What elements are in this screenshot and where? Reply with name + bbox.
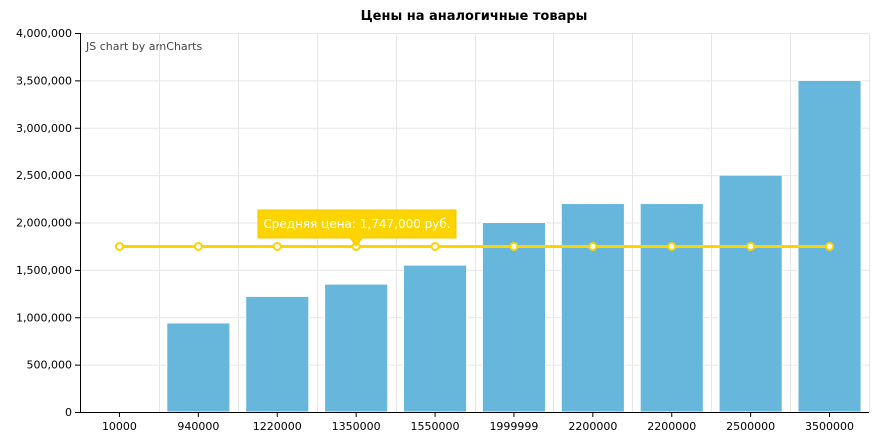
y-tick-label: 3,500,000 [16, 74, 72, 87]
bar[interactable] [560, 203, 625, 413]
x-tick-label: 2200000 [647, 420, 696, 433]
x-tick-label: 1220000 [253, 420, 302, 433]
line-point[interactable] [430, 241, 440, 251]
x-tick-label: 1999999 [489, 420, 538, 433]
line-point[interactable] [746, 241, 756, 251]
line-point[interactable] [588, 241, 598, 251]
y-tick-label: 4,000,000 [16, 27, 72, 40]
line-point[interactable] [193, 241, 203, 251]
x-tick-label: 3500000 [805, 420, 854, 433]
axes: 0 500,000 1,000,000 1,500,000 2,000,000 2,500… [16, 27, 869, 433]
bar[interactable] [639, 203, 704, 413]
tooltip: Средняя цена: 1,747,000 руб. [257, 209, 457, 247]
y-tick-label: 1,000,000 [16, 311, 72, 324]
x-tick-label: 940000 [177, 420, 219, 433]
average-line-series [114, 241, 835, 251]
x-tick-label: 1550000 [411, 420, 460, 433]
line-point[interactable] [667, 241, 677, 251]
bar-series [87, 79, 862, 413]
x-tick-label: 10000 [102, 420, 137, 433]
bar[interactable] [87, 410, 152, 413]
x-tick-label: 2200000 [568, 420, 617, 433]
tooltip-text: Средняя цена: 1,747,000 руб. [263, 217, 450, 231]
x-tick-label: 2500000 [726, 420, 775, 433]
y-tick-label: 2,000,000 [16, 217, 72, 230]
chart-title: Цены на аналогичные товары [361, 9, 588, 24]
bar[interactable] [402, 264, 468, 413]
bar[interactable] [245, 295, 310, 413]
bar[interactable] [481, 222, 547, 413]
line-point[interactable] [825, 241, 835, 251]
x-tick-label: 1350000 [332, 420, 381, 433]
y-tick-label: 2,500,000 [16, 169, 72, 182]
y-tick-label: 500,000 [27, 359, 73, 372]
line-point[interactable] [272, 241, 282, 251]
y-tick-label: 0 [65, 406, 72, 419]
bar[interactable] [166, 322, 231, 413]
tooltip-balloon [257, 209, 457, 247]
y-tick-label: 1,500,000 [16, 264, 72, 277]
bar[interactable] [718, 174, 783, 413]
line-point[interactable] [509, 241, 519, 251]
bar[interactable] [324, 283, 389, 413]
line-point[interactable] [114, 241, 124, 251]
y-tick-label: 3,000,000 [16, 122, 72, 135]
chart-credit-link[interactable]: JS chart by amCharts [85, 40, 202, 53]
